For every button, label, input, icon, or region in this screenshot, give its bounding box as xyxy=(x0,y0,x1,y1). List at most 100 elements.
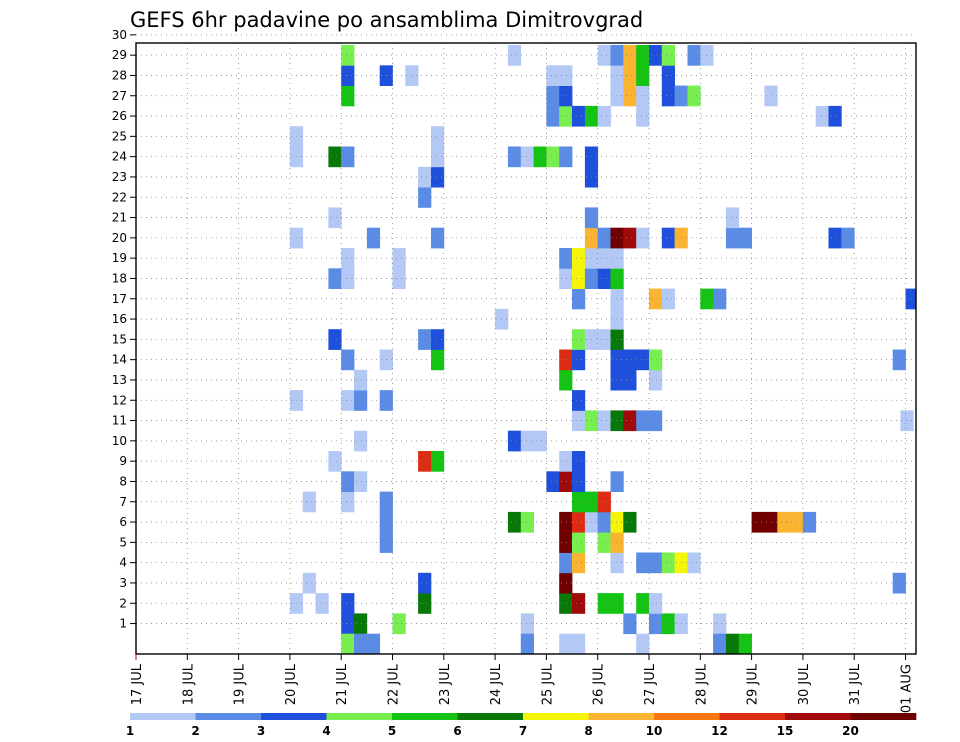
heatmap-cell xyxy=(597,410,611,432)
heatmap-cell xyxy=(636,552,650,574)
legend-swatch xyxy=(850,713,917,720)
heatmap-cell xyxy=(418,572,432,594)
heatmap-cell xyxy=(507,430,522,452)
heatmap-cell xyxy=(597,227,611,249)
heatmap-cell xyxy=(559,552,573,574)
legend-swatch xyxy=(195,713,262,720)
heatmap-cell xyxy=(623,65,637,86)
y-tick-label: 1 xyxy=(119,617,127,631)
heatmap-cell xyxy=(636,593,650,614)
x-tick-label: 25 JUL xyxy=(540,663,555,705)
heatmap-cell xyxy=(636,227,650,249)
plot-frame xyxy=(135,42,917,655)
heatmap-cell xyxy=(610,532,624,553)
heatmap-cell xyxy=(546,146,560,168)
heatmap-cell xyxy=(597,329,611,350)
heatmap-cell xyxy=(418,451,432,472)
heatmap-cell xyxy=(802,511,817,533)
heatmap-cell xyxy=(597,532,611,553)
heatmap-cell xyxy=(636,349,650,371)
heatmap-cell xyxy=(559,593,573,614)
legend-swatch xyxy=(130,713,196,720)
y-tick-label: 11 xyxy=(112,414,127,428)
y-tick-label: 21 xyxy=(112,211,127,225)
legend-swatch xyxy=(326,713,393,720)
heatmap-cell xyxy=(559,349,573,371)
heatmap-cell xyxy=(649,349,663,371)
heatmap-cell xyxy=(559,572,573,594)
y-tick-label: 3 xyxy=(119,576,127,590)
heatmap-cell xyxy=(572,491,586,513)
heatmap-cell xyxy=(431,329,445,350)
heatmap-cell xyxy=(610,248,624,269)
heatmap-cell xyxy=(661,65,675,86)
heatmap-cell xyxy=(341,248,355,269)
heatmap-cell xyxy=(597,491,611,513)
heatmap-cell xyxy=(623,227,637,249)
x-axis-ticks: 17 JUL 18 JUL 19 JUL 20 JUL 21 JUL 22 JUL 23 J… xyxy=(130,654,915,713)
heatmap-cell xyxy=(687,45,701,66)
x-tick-label: 20 JUL xyxy=(284,663,299,705)
y-tick-label: 29 xyxy=(112,48,127,62)
heatmap-cell xyxy=(610,227,624,249)
y-tick-label: 4 xyxy=(119,556,127,570)
heatmap-cell xyxy=(507,146,522,168)
heatmap-cell xyxy=(328,146,342,168)
heatmap-cell xyxy=(559,451,573,472)
heatmap-cell xyxy=(636,633,650,655)
x-tick-label: 22 JUL xyxy=(387,663,402,705)
heatmap-cell xyxy=(559,105,573,127)
heatmap-cell xyxy=(610,593,624,614)
heatmap-cell xyxy=(661,288,675,310)
x-tick-label: 24 JUL xyxy=(489,663,504,705)
legend-swatch xyxy=(719,713,786,720)
heatmap-cell xyxy=(431,166,445,188)
heatmap-cell xyxy=(636,85,650,107)
heatmap-cell xyxy=(520,511,534,533)
heatmap-cell xyxy=(559,85,573,107)
heatmap-cell xyxy=(520,633,534,655)
heatmap-cell xyxy=(597,105,611,127)
heatmap-cell xyxy=(341,390,355,411)
y-tick-label: 12 xyxy=(112,393,127,407)
heatmap-cell xyxy=(559,146,573,168)
heatmap-cell xyxy=(610,552,624,574)
heatmap-cell xyxy=(661,552,675,574)
heatmap-cell xyxy=(315,593,329,614)
y-tick-label: 16 xyxy=(112,312,127,326)
y-tick-label: 8 xyxy=(119,474,127,488)
heatmap-cell xyxy=(649,593,663,614)
heatmap-cell xyxy=(546,105,560,127)
heatmap-cell xyxy=(610,369,624,391)
y-axis-ticks: 1234567891011121314151617181920212223242… xyxy=(112,28,136,631)
heatmap-cell xyxy=(559,268,573,289)
heatmap-cell xyxy=(597,268,611,289)
heatmap-cell xyxy=(341,349,355,371)
heatmap-cell xyxy=(687,85,701,107)
heatmap-cell xyxy=(418,593,432,614)
heatmap-cell xyxy=(546,471,560,492)
heatmap-cell xyxy=(431,451,445,472)
legend-label: 8 xyxy=(584,724,592,738)
heatmap-cell xyxy=(572,552,586,574)
heatmap-cell xyxy=(610,45,624,66)
legend-label: 20 xyxy=(842,724,859,738)
heatmap-cell xyxy=(649,288,663,310)
heatmap-cell xyxy=(661,613,675,635)
heatmap-cell xyxy=(572,633,586,655)
heatmap-cell xyxy=(777,511,791,533)
heatmap-cell xyxy=(687,552,701,574)
x-tick-label: 23 JUL xyxy=(438,663,453,705)
heatmap-cell xyxy=(341,268,355,289)
heatmap-cell xyxy=(392,248,406,269)
heatmap-cell xyxy=(431,349,445,371)
y-tick-label: 10 xyxy=(112,434,127,448)
x-tick-label: 28 JUL xyxy=(694,663,709,705)
x-tick-label: 21 JUL xyxy=(335,663,350,705)
heatmap-cell xyxy=(559,471,573,492)
heatmap-cell xyxy=(328,207,342,229)
heatmap-cell xyxy=(725,227,740,249)
legend-label: 12 xyxy=(711,724,728,738)
heatmap-cell xyxy=(610,511,624,533)
